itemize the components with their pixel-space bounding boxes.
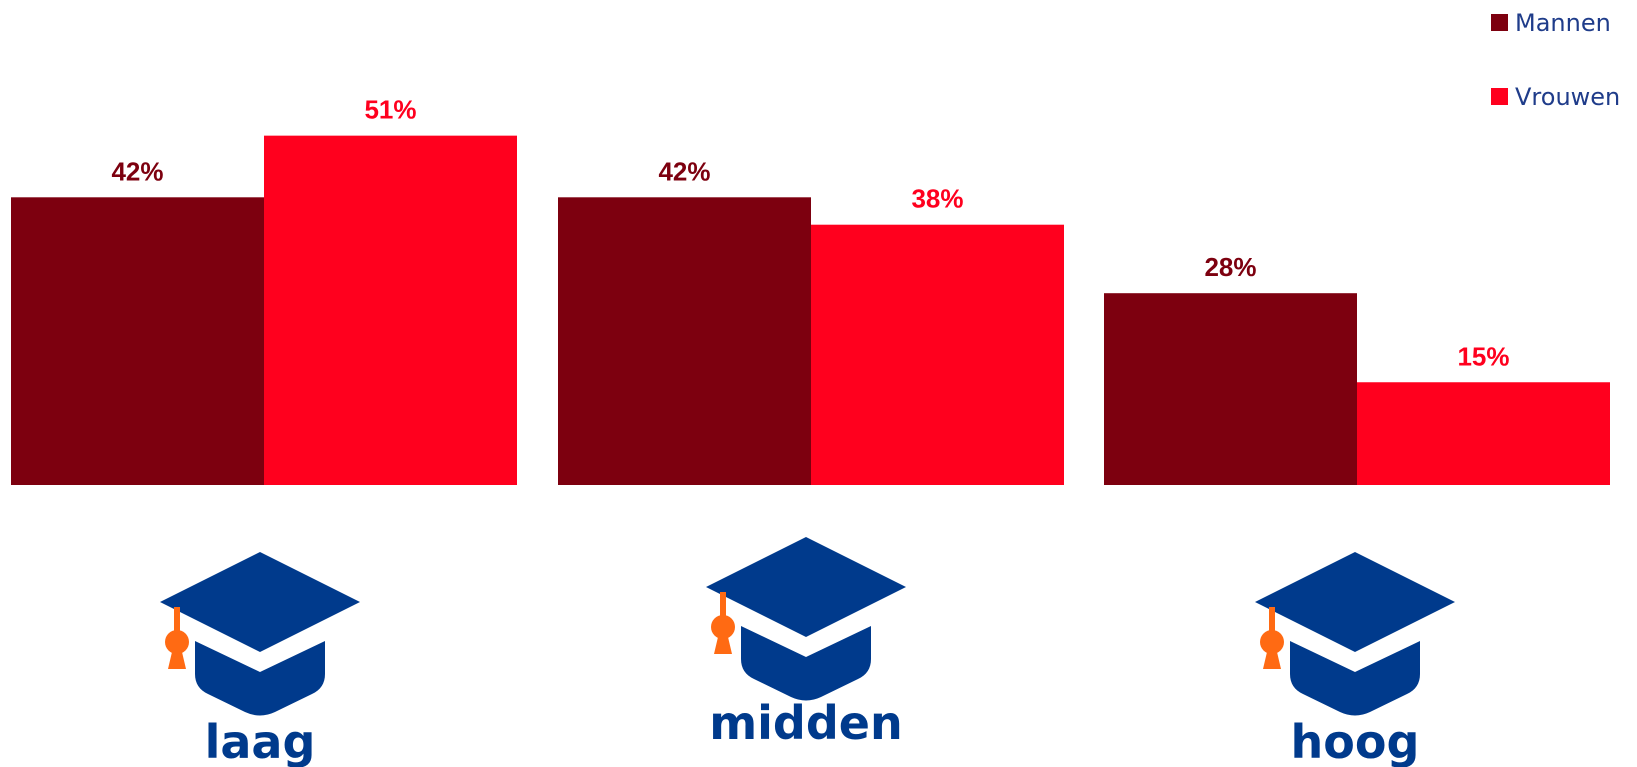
bars-layer <box>11 135 1610 486</box>
bar-mannen-midden <box>558 197 811 486</box>
value-label-mannen-laag: 42% <box>111 156 163 186</box>
value-label-mannen-midden: 42% <box>658 156 710 186</box>
value-label-vrouwen-hoog: 15% <box>1457 341 1509 371</box>
category-icons-layer <box>160 537 1455 716</box>
bar-vrouwen-midden <box>811 224 1064 485</box>
category-label-laag: laag <box>205 715 316 767</box>
value-label-vrouwen-midden: 38% <box>911 184 963 214</box>
legend: Mannen Vrouwen <box>1491 9 1620 111</box>
value-label-vrouwen-laag: 51% <box>364 95 416 125</box>
bar-vrouwen-laag <box>264 135 517 485</box>
category-label-hoog: hoog <box>1291 715 1420 767</box>
value-label-mannen-hoog: 28% <box>1204 252 1256 282</box>
bar-mannen-hoog <box>1104 293 1357 485</box>
legend-label-mannen: Mannen <box>1515 9 1611 37</box>
graduation-cap-icon <box>1255 552 1455 716</box>
bar-mannen-laag <box>11 197 264 486</box>
category-label-midden: midden <box>709 696 903 750</box>
legend-label-vrouwen: Vrouwen <box>1515 83 1620 111</box>
category-labels-layer: laag midden hoog <box>205 696 1420 767</box>
legend-swatch-vrouwen <box>1491 88 1508 105</box>
graduation-cap-icon <box>160 552 360 716</box>
bar-vrouwen-hoog <box>1357 382 1610 485</box>
legend-swatch-mannen <box>1491 14 1508 31</box>
value-labels-layer: 42% 51% 42% 38% 28% 15% <box>111 95 1509 372</box>
graduation-cap-icon <box>706 537 906 701</box>
